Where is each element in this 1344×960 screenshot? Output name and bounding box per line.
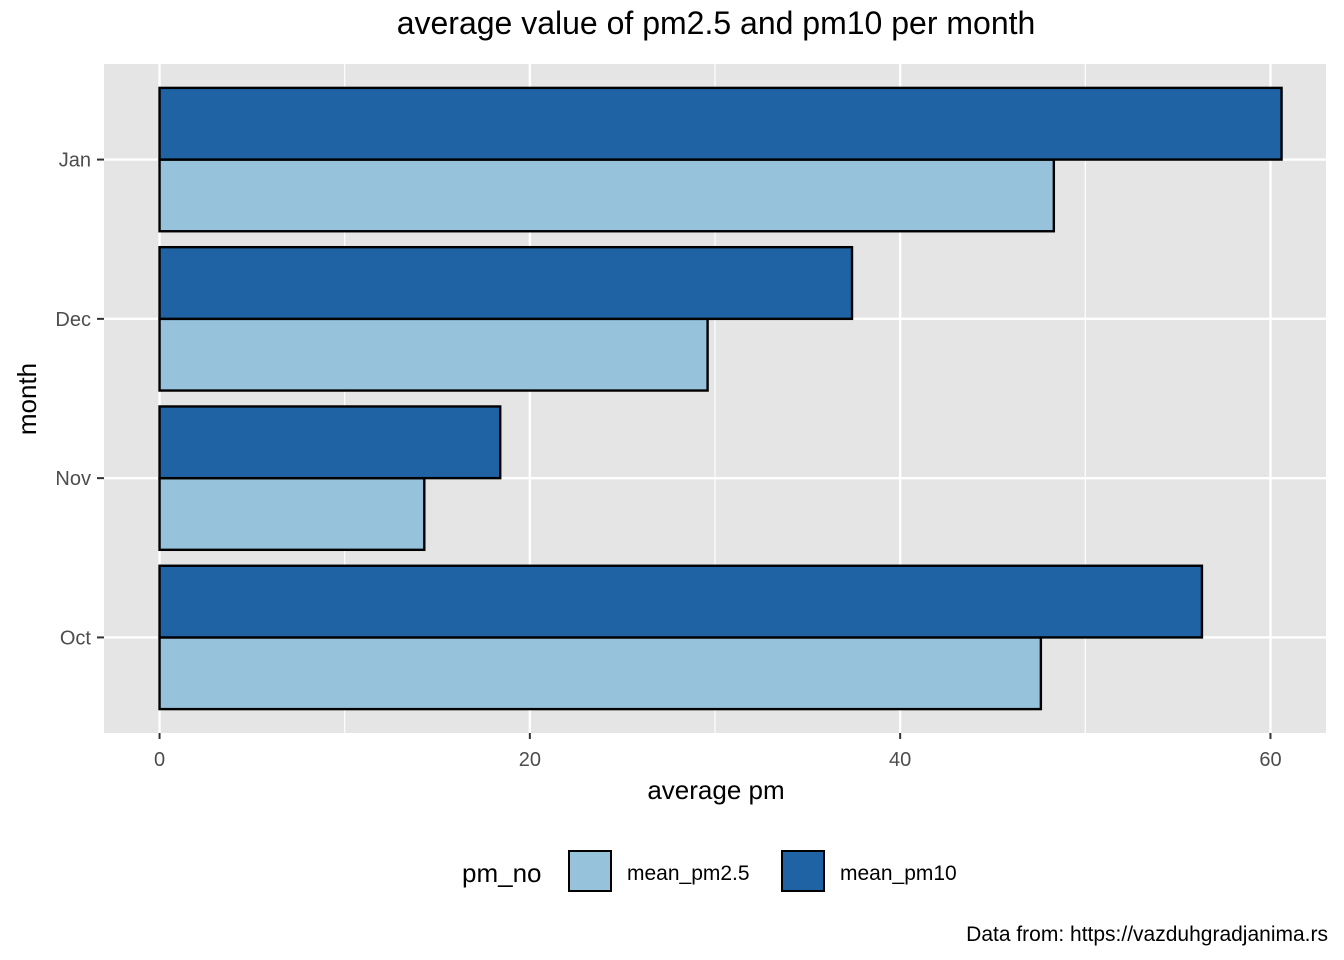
x-tick-label: 60 [1259,749,1281,771]
bar-dec-pm10 [158,245,854,321]
bar-nov-pm10 [158,405,502,480]
legend-label-mean-pm10: mean_pm10 [840,862,957,885]
legend-swatch-mean-pm25 [568,850,612,892]
chart-title: average value of pm2.5 and pm10 per mont… [397,5,1036,41]
y-axis-title: month [12,363,42,435]
x-axis-ticks: 0 20 40 60 [154,733,1282,771]
x-tick-label: 20 [519,749,541,771]
y-tick-label-dec: Dec [55,309,91,331]
y-tick-label-jan: Jan [59,150,91,172]
legend: pm_no mean_pm2.5 mean_pm10 [462,850,957,892]
bar-jan-pm10 [158,86,1283,161]
y-axis-ticks: Oct Nov Dec Jan [55,150,104,649]
bar-dec-pm25 [158,317,709,392]
bar-nov-pm25 [158,476,426,552]
bars [158,86,1283,711]
x-tick-label: 40 [889,749,911,771]
legend-swatch-mean-pm10 [781,850,825,892]
y-tick-label-nov: Nov [55,468,91,490]
x-tick-label: 0 [154,749,165,771]
x-axis-title: average pm [647,775,784,805]
y-tick-label-oct: Oct [60,627,92,649]
bar-oct-pm25 [158,636,1043,711]
bar-oct-pm10 [158,564,1204,639]
legend-title: pm_no [462,858,542,888]
caption: Data from: https://vazduhgradjanima.rs [966,923,1328,946]
bar-jan-pm25 [158,158,1056,233]
legend-label-mean-pm25: mean_pm2.5 [627,862,750,885]
